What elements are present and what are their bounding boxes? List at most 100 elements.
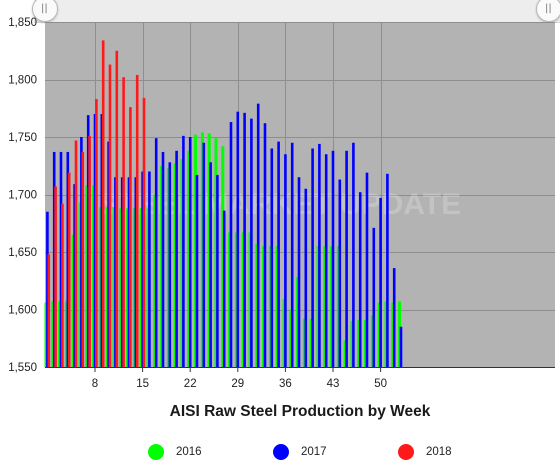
bar-2018-week-6[interactable] [81, 151, 85, 367]
bar-2017-week-45[interactable] [345, 150, 348, 367]
bar-2016-week-31[interactable] [248, 232, 252, 367]
bar-2017-week-39[interactable] [304, 188, 308, 367]
range-handle-left[interactable]: || [32, 0, 58, 22]
bar-2017-week-22[interactable] [188, 137, 192, 367]
bar-2016-week-46[interactable] [350, 321, 354, 367]
bar-2016-week-18[interactable] [160, 165, 164, 367]
bar-2017-week-46[interactable] [352, 142, 355, 367]
bar-2017-week-53[interactable] [399, 326, 403, 367]
bar-2017-week-42[interactable] [324, 154, 328, 367]
bar-2016-week-26[interactable] [214, 138, 218, 367]
legend-item-2017[interactable]: 2017 [273, 442, 327, 462]
bar-2016-week-49[interactable] [370, 315, 374, 367]
bar-2016-week-43[interactable] [330, 246, 334, 367]
bar-2016-week-48[interactable] [364, 319, 368, 367]
bar-2016-week-6[interactable] [78, 202, 82, 367]
bar-2016-week-11[interactable] [112, 207, 116, 367]
bar-2017-week-48[interactable] [365, 172, 369, 367]
bar-2018-week-3[interactable] [61, 203, 64, 367]
bar-2017-week-18[interactable] [161, 151, 165, 367]
bar-2017-week-29[interactable] [236, 111, 240, 367]
bar-2016-week-42[interactable] [323, 246, 327, 367]
bar-2018-week-12[interactable] [122, 77, 125, 367]
bar-2018-week-10[interactable] [108, 64, 112, 368]
bar-2017-week-28[interactable] [229, 122, 233, 367]
bar-2016-week-1[interactable] [44, 302, 48, 367]
bar-2016-week-7[interactable] [85, 185, 89, 367]
bar-2016-week-29[interactable] [234, 232, 238, 367]
bar-2016-week-24[interactable] [200, 132, 204, 367]
bar-2016-week-47[interactable] [357, 319, 361, 367]
bar-2016-week-21[interactable] [180, 158, 184, 367]
bar-2018-week-14[interactable] [135, 74, 139, 368]
bar-2016-week-37[interactable] [289, 309, 293, 368]
bar-2016-week-40[interactable] [309, 318, 313, 367]
range-handle-right[interactable]: || [536, 0, 560, 22]
bar-2016-week-19[interactable] [166, 168, 170, 367]
bar-2017-week-35[interactable] [277, 141, 280, 367]
bar-2016-week-9[interactable] [98, 207, 102, 367]
bar-2017-week-24[interactable] [202, 142, 206, 367]
bar-2017-week-8[interactable] [93, 114, 97, 367]
bar-2017-week-11[interactable] [114, 177, 117, 367]
bar-2017-week-3[interactable] [59, 151, 63, 367]
bar-2016-week-41[interactable] [316, 246, 320, 367]
bar-2018-week-1[interactable] [47, 254, 51, 367]
bar-2016-week-34[interactable] [268, 246, 272, 367]
bar-2017-week-26[interactable] [216, 174, 219, 367]
bar-2017-week-14[interactable] [134, 177, 138, 367]
bar-2017-week-9[interactable] [100, 114, 104, 367]
bar-2016-week-3[interactable] [58, 301, 62, 367]
bar-2016-week-20[interactable] [173, 163, 177, 367]
bar-2016-week-33[interactable] [262, 246, 266, 367]
bar-2017-week-19[interactable] [168, 162, 172, 367]
bar-2017-week-43[interactable] [331, 150, 335, 367]
bar-2018-week-7[interactable] [88, 135, 91, 367]
bar-2016-week-17[interactable] [153, 194, 157, 368]
bar-2017-week-21[interactable] [182, 135, 185, 367]
bar-2017-week-32[interactable] [256, 103, 260, 368]
bar-2016-week-15[interactable] [139, 208, 143, 367]
bar-2018-week-2[interactable] [54, 186, 57, 367]
bar-2017-week-44[interactable] [338, 179, 342, 367]
bar-2017-week-52[interactable] [392, 268, 396, 367]
bar-2017-week-49[interactable] [372, 227, 376, 367]
bar-2016-week-8[interactable] [92, 185, 96, 367]
bar-2017-week-12[interactable] [120, 177, 124, 367]
bar-2016-week-45[interactable] [343, 340, 347, 367]
bar-2016-week-30[interactable] [241, 232, 245, 367]
bar-2016-week-5[interactable] [71, 234, 75, 367]
bar-2018-week-13[interactable] [129, 107, 132, 367]
bar-2017-week-33[interactable] [263, 123, 267, 367]
bar-2017-week-31[interactable] [250, 118, 253, 367]
bar-2018-week-4[interactable] [67, 172, 71, 367]
bar-2017-week-34[interactable] [270, 148, 274, 368]
bar-2017-week-17[interactable] [154, 138, 158, 367]
bar-2017-week-5[interactable] [73, 184, 76, 367]
bar-2017-week-50[interactable] [379, 197, 382, 367]
bar-2017-week-6[interactable] [80, 137, 83, 367]
bar-2016-week-4[interactable] [64, 301, 68, 367]
bar-2016-week-38[interactable] [296, 277, 300, 367]
bar-2016-week-14[interactable] [132, 208, 136, 367]
bar-2016-week-13[interactable] [126, 208, 130, 367]
bar-2017-week-10[interactable] [107, 141, 110, 367]
bar-2016-week-39[interactable] [302, 318, 306, 367]
bar-2017-week-20[interactable] [175, 150, 178, 367]
bar-2017-week-13[interactable] [127, 177, 131, 367]
legend-item-2016[interactable]: 2016 [148, 442, 202, 462]
bar-2017-week-47[interactable] [358, 192, 362, 367]
bar-2017-week-40[interactable] [311, 148, 314, 368]
bar-2016-week-2[interactable] [51, 301, 55, 367]
bar-2017-week-25[interactable] [209, 162, 212, 367]
bar-2016-week-28[interactable] [228, 232, 232, 367]
bar-2017-week-51[interactable] [386, 173, 389, 367]
bar-2017-week-4[interactable] [66, 151, 70, 367]
bar-2016-week-22[interactable] [187, 150, 191, 367]
bar-2016-week-52[interactable] [391, 302, 395, 367]
bar-2018-week-15[interactable] [142, 97, 146, 368]
bar-2016-week-23[interactable] [194, 134, 198, 367]
bar-2017-week-38[interactable] [297, 177, 301, 367]
bar-2017-week-37[interactable] [290, 142, 294, 367]
bar-2017-week-30[interactable] [243, 112, 246, 367]
